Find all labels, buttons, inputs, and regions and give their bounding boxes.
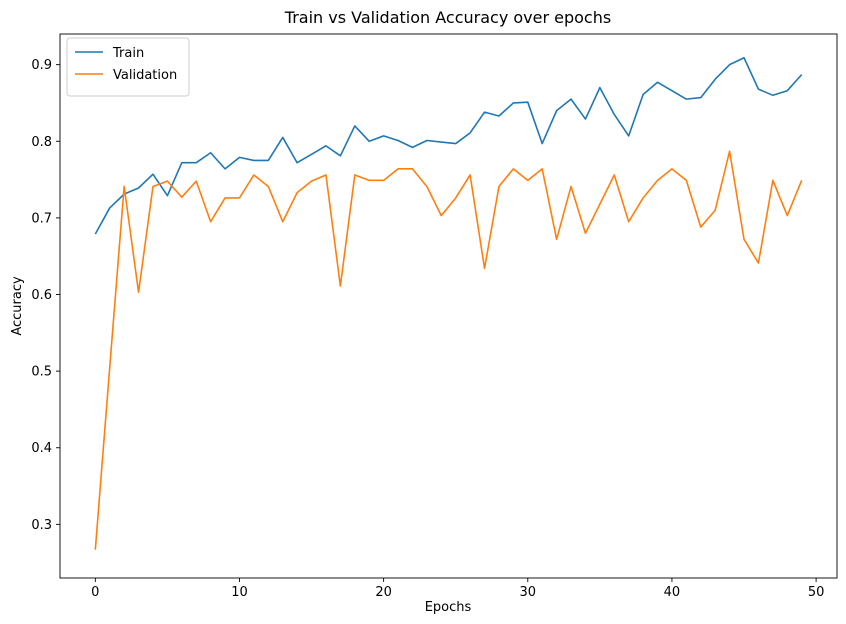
chart-title: Train vs Validation Accuracy over epochs (284, 8, 611, 27)
x-tick-label: 30 (520, 585, 537, 600)
y-tick-label: 0.8 (31, 135, 52, 150)
plot-area (59, 33, 838, 579)
x-axis-label: Epochs (425, 600, 472, 615)
y-tick-label: 0.9 (31, 58, 52, 73)
y-tick-label: 0.5 (31, 365, 52, 380)
series-line-train (94, 56, 803, 235)
x-tick-label: 50 (808, 585, 825, 600)
x-tick-label: 10 (231, 585, 248, 600)
x-tick-label: 0 (91, 585, 99, 600)
legend-label-train: Train (112, 46, 144, 61)
plot-frame (59, 33, 838, 579)
x-tick-label: 40 (664, 585, 681, 600)
y-tick-label: 0.4 (31, 441, 52, 456)
y-tick-label: 0.6 (31, 288, 52, 303)
y-tick-label: 0.3 (31, 518, 52, 533)
y-axis-label: Accuracy (10, 276, 25, 336)
legend-label-validation: Validation (113, 68, 177, 83)
legend: Train Validation (66, 37, 190, 97)
series-line-validation (94, 150, 803, 550)
axis-ticks: 0 10 20 30 40 50 0.3 0.4 0.5 0.6 0.7 0.8 0.9 (31, 58, 824, 600)
x-tick-label: 20 (375, 585, 392, 600)
y-tick-label: 0.7 (31, 211, 52, 226)
